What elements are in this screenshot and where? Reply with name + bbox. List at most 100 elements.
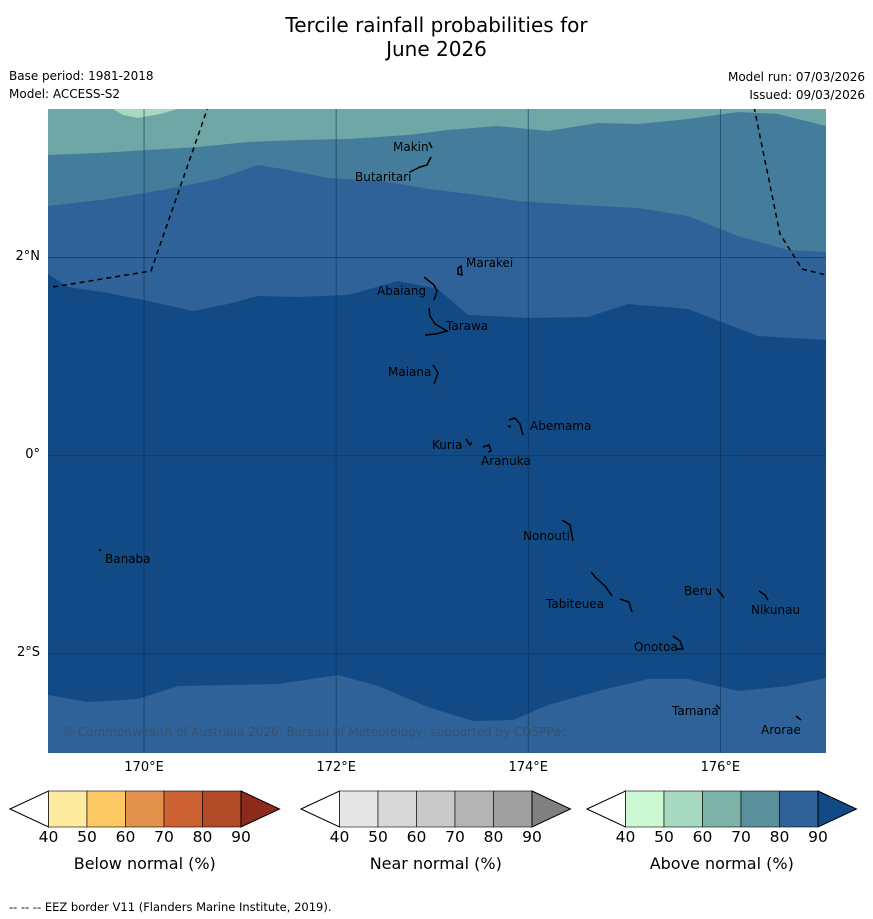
title-line-2: June 2026 <box>386 37 487 61</box>
maiana-shape <box>432 364 439 385</box>
colorbar-tick-label: 80 <box>769 828 790 846</box>
model-name: Model: ACCESS-S2 <box>9 87 121 101</box>
probability-map: Makin Butaritari Marakei Abaiang Tarawa … <box>48 109 826 753</box>
aranuka-shape <box>482 444 492 453</box>
colorbar-segment <box>702 790 742 828</box>
colorbar-segment <box>454 790 494 828</box>
lat-tick-label: 2°S <box>16 644 40 660</box>
colorbar-tick-label: 70 <box>154 828 174 846</box>
base-period: Base period: 1981-2018 <box>9 69 154 83</box>
colorbar-segment <box>377 790 417 828</box>
lon-tick-label: 170°E <box>124 760 164 775</box>
nonouti-shape <box>561 519 574 542</box>
colorbar-tick-label: 50 <box>654 828 674 846</box>
colorbar-extend-high <box>531 790 572 828</box>
marakei-shape <box>457 264 463 276</box>
nikunau-shape <box>758 590 769 601</box>
island-label-banaba: Banaba <box>105 552 151 566</box>
lon-tick-label: 172°E <box>316 760 356 775</box>
colorbar-segment <box>48 790 88 828</box>
butaritari-shape <box>409 156 432 173</box>
island-label-abemama: Abemama <box>530 419 591 433</box>
onotoa-shape <box>672 635 685 650</box>
colorbar-tick-label: 90 <box>808 828 828 846</box>
colorbar-tick-label: 80 <box>483 828 504 846</box>
colorbar-tick-label: 40 <box>38 828 59 846</box>
tamana-shape <box>715 704 721 710</box>
colorbar-segment <box>163 790 203 828</box>
colorbar-extend-low <box>586 790 626 828</box>
island-label-arorae: Arorae <box>761 723 801 737</box>
island-label-beru: Beru <box>684 584 712 598</box>
lon-tick-label: 176°E <box>700 760 741 775</box>
colorbar-segment <box>339 790 379 828</box>
makin-shape <box>428 141 433 149</box>
colorbar-segment <box>416 790 456 828</box>
issued-date: Issued: 09/03/2026 <box>749 88 865 102</box>
colorbar-segment <box>86 790 126 828</box>
tabiteuea-shape <box>590 571 633 613</box>
model-run: Model run: 07/03/2026 <box>727 70 865 84</box>
eez-line-west <box>52 109 209 288</box>
colorbar-tick-label: 70 <box>445 828 465 846</box>
island-label-nikunau: Nikunau <box>751 603 800 617</box>
colorbar-tick-label: 40 <box>329 828 350 846</box>
island-label-tarawa: Tarawa <box>445 319 488 333</box>
colorbar-tick-label: 70 <box>731 828 751 846</box>
colorbar-extend-high <box>240 790 281 828</box>
colorbar-segment <box>740 790 780 828</box>
island-label-kuria: Kuria <box>432 438 463 452</box>
lat-tick-label: 2°N <box>15 248 41 264</box>
eez-footnote: -- -- -- EEZ border V11 (Flanders Marine… <box>9 900 332 914</box>
colorbar-tick-label: 60 <box>115 828 136 846</box>
colorbar-tick-label: 80 <box>192 828 213 846</box>
island-label-maiana: Maiana <box>388 365 431 379</box>
colorbar-segment <box>493 790 533 828</box>
island-shapes <box>98 141 802 721</box>
colorbar-tick-label: 50 <box>77 828 97 846</box>
lat-tick-label: 0° <box>25 446 40 462</box>
colorbar-segment <box>663 790 703 828</box>
beru-shape <box>716 588 725 599</box>
gridlines <box>48 109 826 753</box>
band-above-60 <box>48 109 826 155</box>
colorbar-above <box>586 790 858 828</box>
colorbar-tick-label: 60 <box>692 828 713 846</box>
island-label-butaritari: Butaritari <box>355 170 412 184</box>
colorbar-extend-low <box>300 790 340 828</box>
colorbar-extend-high <box>817 790 858 828</box>
island-label-nonouti: Nonouti <box>523 529 570 543</box>
colorbar-extend-low <box>9 790 49 828</box>
colorbar-tick-label: 90 <box>231 828 251 846</box>
island-label-tabiteuea: Tabiteuea <box>545 597 604 611</box>
band-above-50 <box>113 109 178 118</box>
island-label-onotoa: Onotoa <box>634 640 678 654</box>
colorbar-label-above: Above normal (%) <box>649 854 794 873</box>
band-above-70 <box>48 109 826 252</box>
eez-line-east <box>753 109 826 276</box>
lon-tick-label: 174°E <box>508 760 548 775</box>
abaiang-shape <box>423 276 438 301</box>
map-title: Tercile rainfall probabilities for June … <box>0 13 873 61</box>
colorbar-near <box>300 790 572 828</box>
title-line-1: Tercile rainfall probabilities for <box>285 13 588 37</box>
colorbar-label-below: Below normal (%) <box>73 854 216 873</box>
band-above-80 <box>48 109 826 753</box>
island-label-aranuka: Aranuka <box>481 454 531 468</box>
island-label-marakei: Marakei <box>466 256 513 270</box>
banaba-shape <box>98 548 102 552</box>
colorbar-segment <box>202 790 242 828</box>
colorbar-tick-label: 60 <box>406 828 427 846</box>
colorbar-below <box>9 790 281 828</box>
arorae-shape <box>795 715 802 721</box>
kuria-shape <box>465 438 473 447</box>
colorbar-segment <box>779 790 819 828</box>
island-label-abaiang: Abaiang <box>377 284 426 298</box>
eez-border <box>52 109 826 288</box>
colorbar-tick-label: 40 <box>615 828 636 846</box>
colorbar-segment <box>625 790 665 828</box>
abemama-shape <box>507 417 524 436</box>
colorbar-tick-label: 90 <box>522 828 542 846</box>
island-label-makin: Makin <box>393 140 429 154</box>
island-labels: Makin Butaritari Marakei Abaiang Tarawa … <box>105 140 801 737</box>
